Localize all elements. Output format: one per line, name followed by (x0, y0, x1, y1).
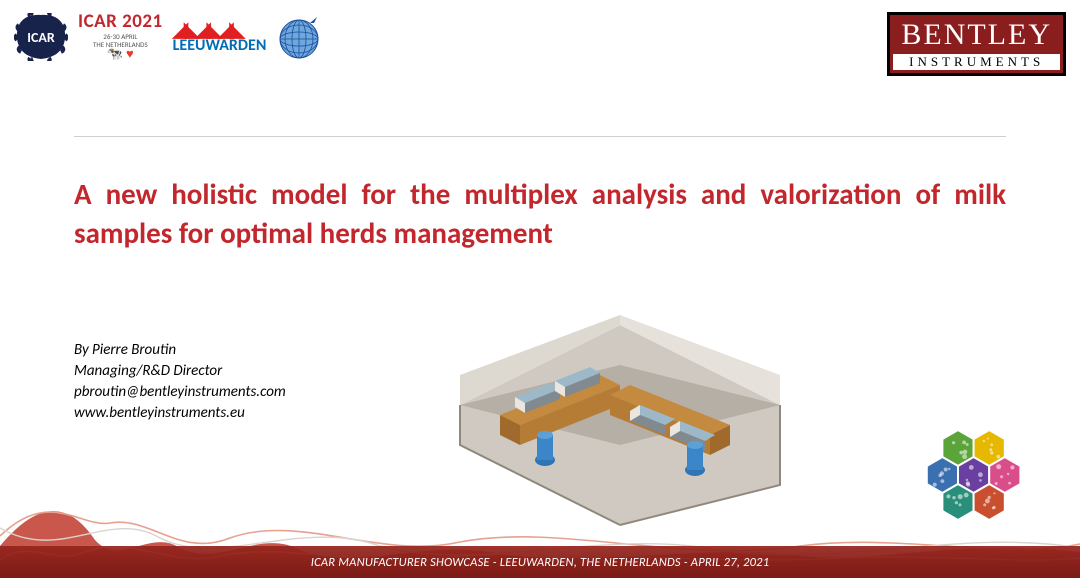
bentley-instruments-logo: BENTLEY INSTRUMENTS (887, 12, 1066, 76)
hexagon-cluster-icon (908, 418, 1058, 528)
footer-text: ICAR MANUFACTURER SHOWCASE - LEEUWARDEN,… (311, 555, 769, 570)
icar-badge-logo: ICAR (14, 13, 68, 61)
leeuwarden-text: LEEUWARDEN (173, 38, 267, 54)
header-left-logos: ICAR ICAR 2021 26-30 APRIL THE NETHERLAN… (14, 12, 322, 63)
heart-icon: ♥ (126, 47, 134, 62)
icar-2021-title: ICAR 2021 (78, 12, 163, 33)
bentley-bottom-text: INSTRUMENTS (893, 54, 1060, 70)
icar-2021-logo: ICAR 2021 26-30 APRIL THE NETHERLANDS 🐄 … (78, 12, 163, 63)
header: ICAR ICAR 2021 26-30 APRIL THE NETHERLAN… (0, 0, 1080, 76)
interbull-logo (276, 14, 322, 60)
author-email: pbroutin@bentleyinstruments.com (74, 382, 286, 403)
author-website: www.bentleyinstruments.eu (74, 403, 286, 424)
lab-isometric-illustration (440, 315, 800, 535)
interbull-globe-icon (276, 14, 322, 60)
author-byline: By Pierre Broutin (74, 340, 286, 361)
author-role: Managing/R&D Director (74, 361, 286, 382)
icar-2021-animals-icon: 🐄 ♥ (107, 48, 134, 62)
leeuwarden-logo: ◢◣◢◣◢◣ LEEUWARDEN (173, 20, 267, 54)
author-block: By Pierre Broutin Managing/R&D Director … (74, 340, 286, 424)
icar-badge-text: ICAR (27, 29, 55, 46)
presentation-title: A new holistic model for the multiplex a… (0, 137, 1080, 253)
footer-bar: ICAR MANUFACTURER SHOWCASE - LEEUWARDEN,… (0, 546, 1080, 578)
bentley-top-text: BENTLEY (893, 18, 1060, 52)
